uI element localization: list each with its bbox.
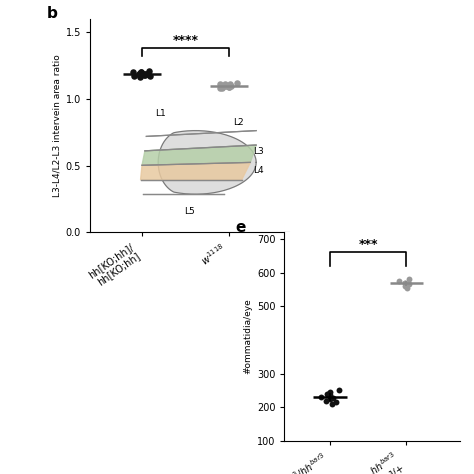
Point: [223, 82, 231, 90]
Polygon shape: [158, 131, 256, 194]
Point: [329, 394, 337, 401]
Point: [322, 397, 330, 405]
Point: [137, 69, 145, 76]
Point: [142, 71, 149, 78]
Point: [327, 388, 334, 396]
Point: [227, 81, 234, 88]
Point: [324, 390, 331, 398]
Point: [141, 71, 149, 79]
Point: [327, 395, 334, 402]
Point: [141, 71, 148, 79]
Point: [141, 71, 148, 78]
Point: [406, 281, 413, 288]
Point: [137, 69, 145, 76]
Point: [221, 82, 229, 90]
Point: [130, 72, 137, 80]
Point: [395, 277, 402, 285]
Point: [226, 83, 233, 91]
Text: b: b: [46, 6, 57, 21]
Point: [234, 79, 241, 87]
Point: [401, 279, 409, 286]
Point: [405, 275, 413, 283]
Text: ***: ***: [358, 238, 378, 251]
Text: e: e: [235, 220, 246, 235]
Point: [401, 283, 409, 290]
Point: [401, 279, 409, 286]
Point: [328, 400, 336, 408]
Point: [146, 73, 153, 80]
Polygon shape: [142, 145, 256, 165]
Text: L2: L2: [233, 118, 244, 127]
Point: [221, 81, 228, 88]
Point: [227, 82, 235, 90]
Point: [332, 398, 339, 406]
Point: [136, 72, 144, 80]
Point: [216, 84, 224, 92]
Point: [327, 392, 334, 399]
Point: [225, 83, 233, 91]
Text: ****: ****: [172, 34, 198, 47]
Point: [146, 67, 153, 75]
Point: [218, 84, 225, 92]
Y-axis label: #ommatidia/eye: #ommatidia/eye: [244, 299, 253, 374]
Text: L3: L3: [253, 147, 264, 156]
Point: [336, 387, 343, 394]
Point: [136, 73, 144, 81]
Text: L1: L1: [155, 109, 166, 118]
Point: [137, 70, 145, 77]
Point: [219, 83, 226, 91]
Point: [403, 284, 411, 292]
Point: [129, 69, 137, 76]
Point: [323, 391, 330, 398]
Point: [219, 82, 227, 90]
Point: [136, 71, 143, 78]
Point: [216, 81, 224, 88]
Y-axis label: L3-L4/L2-L3 intervein area ratio: L3-L4/L2-L3 intervein area ratio: [53, 54, 62, 197]
Point: [317, 393, 325, 401]
Point: [136, 69, 144, 77]
Text: L4: L4: [253, 165, 264, 174]
Text: L5: L5: [184, 208, 195, 217]
Point: [139, 70, 147, 77]
Polygon shape: [141, 163, 250, 180]
